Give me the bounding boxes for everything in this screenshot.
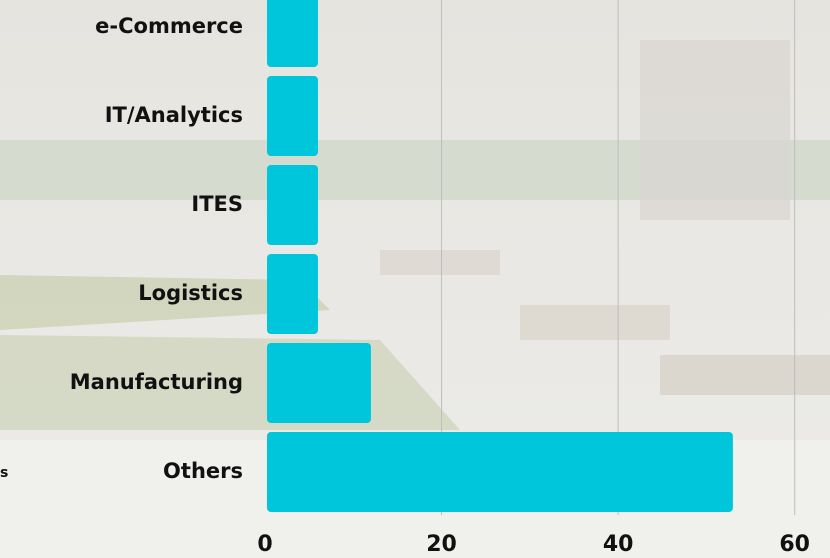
bar (267, 432, 733, 512)
y-tick-label: Others (163, 459, 243, 483)
x-tick-label: 20 (426, 532, 457, 557)
bar (267, 254, 318, 334)
bar (267, 76, 318, 156)
bar (267, 343, 371, 423)
y-tick-label: e-Commerce (95, 14, 243, 38)
x-tick-label: 60 (779, 532, 810, 557)
y-tick-label: ITES (191, 192, 243, 216)
y-tick-label: IT/Analytics (105, 103, 243, 127)
x-tick-label: 40 (603, 532, 634, 557)
y-tick-label: Logistics (138, 281, 243, 305)
bar (267, 0, 318, 67)
fragment-text: s (0, 465, 8, 481)
bar (267, 165, 318, 245)
y-tick-label: Manufacturing (70, 370, 243, 394)
x-tick-label: 0 (257, 532, 272, 557)
